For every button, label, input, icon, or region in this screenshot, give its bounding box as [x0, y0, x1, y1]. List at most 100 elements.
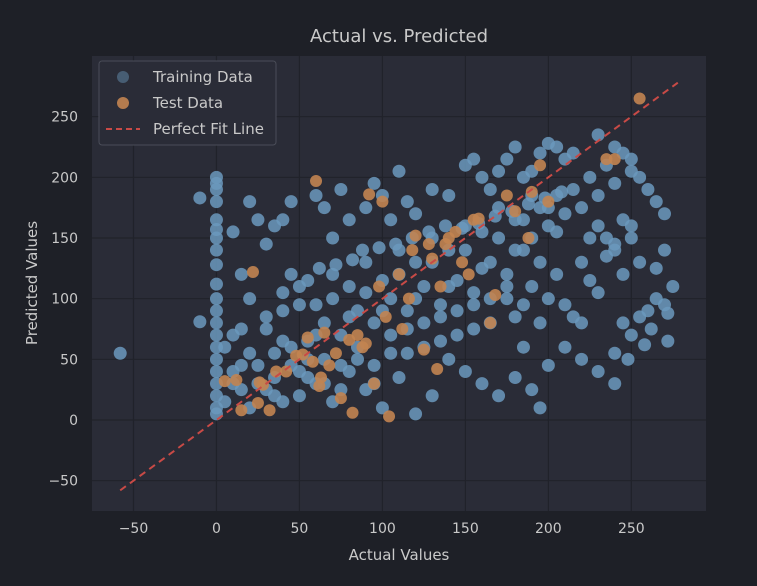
- training-point: [492, 164, 506, 178]
- training-point: [658, 243, 672, 257]
- training-point: [292, 389, 306, 403]
- training-point: [359, 201, 373, 215]
- training-point: [409, 207, 423, 221]
- training-point: [284, 267, 298, 281]
- training-point: [209, 182, 223, 196]
- training-point: [209, 243, 223, 257]
- training-point: [442, 352, 456, 366]
- test-point: [417, 343, 430, 356]
- training-point: [591, 286, 605, 300]
- training-point: [193, 315, 207, 329]
- training-point: [550, 140, 564, 154]
- training-point: [209, 304, 223, 318]
- test-point: [235, 404, 248, 417]
- legend-label-training: Training Data: [152, 68, 253, 86]
- training-point: [259, 310, 273, 324]
- test-point: [363, 188, 376, 201]
- training-point: [351, 304, 365, 318]
- test-point: [402, 292, 415, 305]
- training-point: [276, 286, 290, 300]
- training-point: [268, 219, 282, 233]
- test-point: [383, 410, 396, 423]
- training-point: [624, 152, 638, 166]
- training-point: [392, 164, 406, 178]
- training-point: [400, 304, 414, 318]
- training-point: [309, 189, 323, 203]
- training-point: [516, 340, 530, 354]
- training-point: [500, 267, 514, 281]
- training-point: [508, 140, 522, 154]
- test-point: [406, 244, 419, 257]
- training-point: [541, 358, 555, 372]
- training-point: [450, 328, 464, 342]
- training-point: [438, 219, 452, 233]
- training-point: [516, 298, 530, 312]
- test-point: [251, 397, 264, 410]
- training-point: [334, 358, 348, 372]
- training-point: [251, 358, 265, 372]
- test-point: [633, 92, 646, 105]
- training-point: [355, 243, 369, 257]
- training-point: [608, 346, 622, 360]
- training-point: [342, 213, 356, 227]
- training-point: [641, 304, 655, 318]
- test-point: [522, 232, 535, 244]
- training-point: [566, 146, 580, 160]
- training-point: [384, 328, 398, 342]
- training-point: [342, 280, 356, 294]
- test-point: [323, 359, 336, 372]
- training-point: [433, 298, 447, 312]
- training-point: [624, 219, 638, 233]
- test-point: [329, 347, 342, 360]
- training-point: [633, 170, 647, 184]
- training-point: [621, 352, 635, 366]
- training-point: [508, 310, 522, 324]
- test-point: [534, 159, 547, 172]
- training-point: [312, 261, 326, 275]
- training-point: [500, 152, 514, 166]
- training-point: [359, 255, 373, 269]
- test-point: [263, 404, 276, 417]
- training-point: [400, 346, 414, 360]
- training-point: [525, 280, 539, 294]
- test-point: [426, 252, 439, 265]
- y-axis-label: Predicted Values: [23, 221, 41, 345]
- training-point: [384, 213, 398, 227]
- test-point: [246, 265, 259, 278]
- test-point: [296, 348, 309, 361]
- training-point: [346, 253, 360, 267]
- training-point: [334, 383, 348, 397]
- test-point: [431, 363, 444, 376]
- test-point: [310, 174, 323, 187]
- y-tick-label: 100: [51, 292, 78, 308]
- training-point: [475, 170, 489, 184]
- training-point: [226, 225, 240, 239]
- legend: Training Data Test Data Perfect Fit Line: [98, 60, 277, 146]
- training-point: [276, 395, 290, 409]
- y-tick-label: 150: [51, 231, 78, 247]
- x-tick-label: 150: [452, 521, 479, 537]
- training-point: [558, 298, 572, 312]
- training-point: [193, 191, 207, 205]
- training-point: [359, 286, 373, 300]
- x-tick-label: 100: [369, 521, 396, 537]
- x-tick-label: 200: [535, 521, 562, 537]
- training-point: [467, 298, 481, 312]
- training-point: [533, 255, 547, 269]
- x-tick-label: 0: [212, 521, 221, 537]
- y-tick-label: 250: [51, 110, 78, 126]
- training-point: [375, 401, 389, 415]
- test-data-series: [218, 92, 646, 423]
- training-point: [284, 195, 298, 209]
- training-point: [334, 182, 348, 196]
- training-point: [433, 310, 447, 324]
- test-point: [509, 205, 522, 218]
- training-point: [591, 128, 605, 142]
- training-point: [483, 255, 497, 269]
- y-tick-label: 0: [69, 413, 78, 429]
- training-point: [292, 364, 306, 378]
- training-point: [372, 241, 386, 255]
- x-tick-label: −50: [119, 521, 149, 537]
- training-point: [292, 298, 306, 312]
- training-point: [638, 338, 652, 352]
